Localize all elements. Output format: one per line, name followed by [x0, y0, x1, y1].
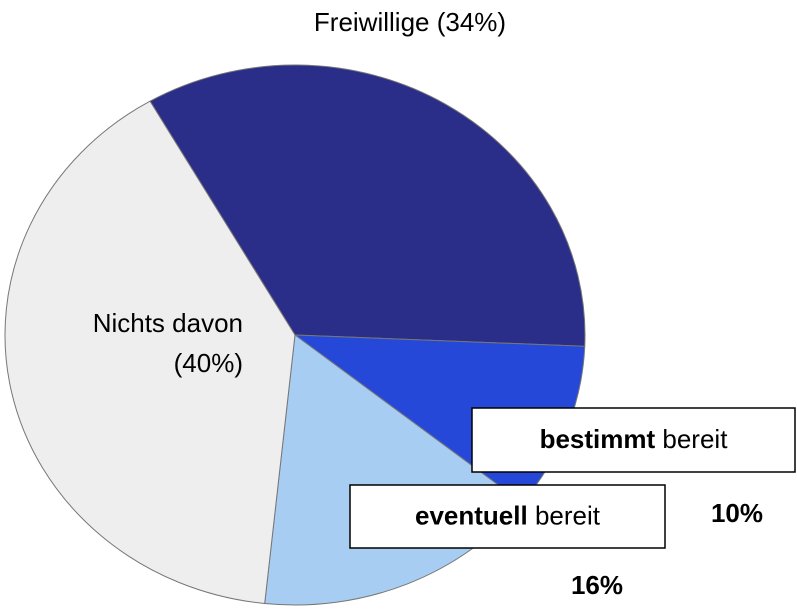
slice-label: bestimmt bereit	[540, 424, 729, 454]
category: Freiwillige	[314, 7, 430, 37]
slice-label: eventuell bereit	[415, 500, 601, 530]
value-label: 16%	[571, 570, 623, 600]
slice-label: Freiwillige (34%)	[314, 7, 506, 37]
value-label: (40%)	[174, 348, 243, 378]
value-label: 10%	[711, 498, 763, 528]
label-box	[471, 407, 796, 473]
slice	[4, 100, 296, 605]
label-box	[349, 484, 666, 549]
value-label: (34%)	[437, 7, 506, 37]
slice-label: Nichts davon	[93, 308, 243, 338]
labels: Freiwillige (34%) Nichts davon (40%) bestim…	[93, 7, 796, 600]
